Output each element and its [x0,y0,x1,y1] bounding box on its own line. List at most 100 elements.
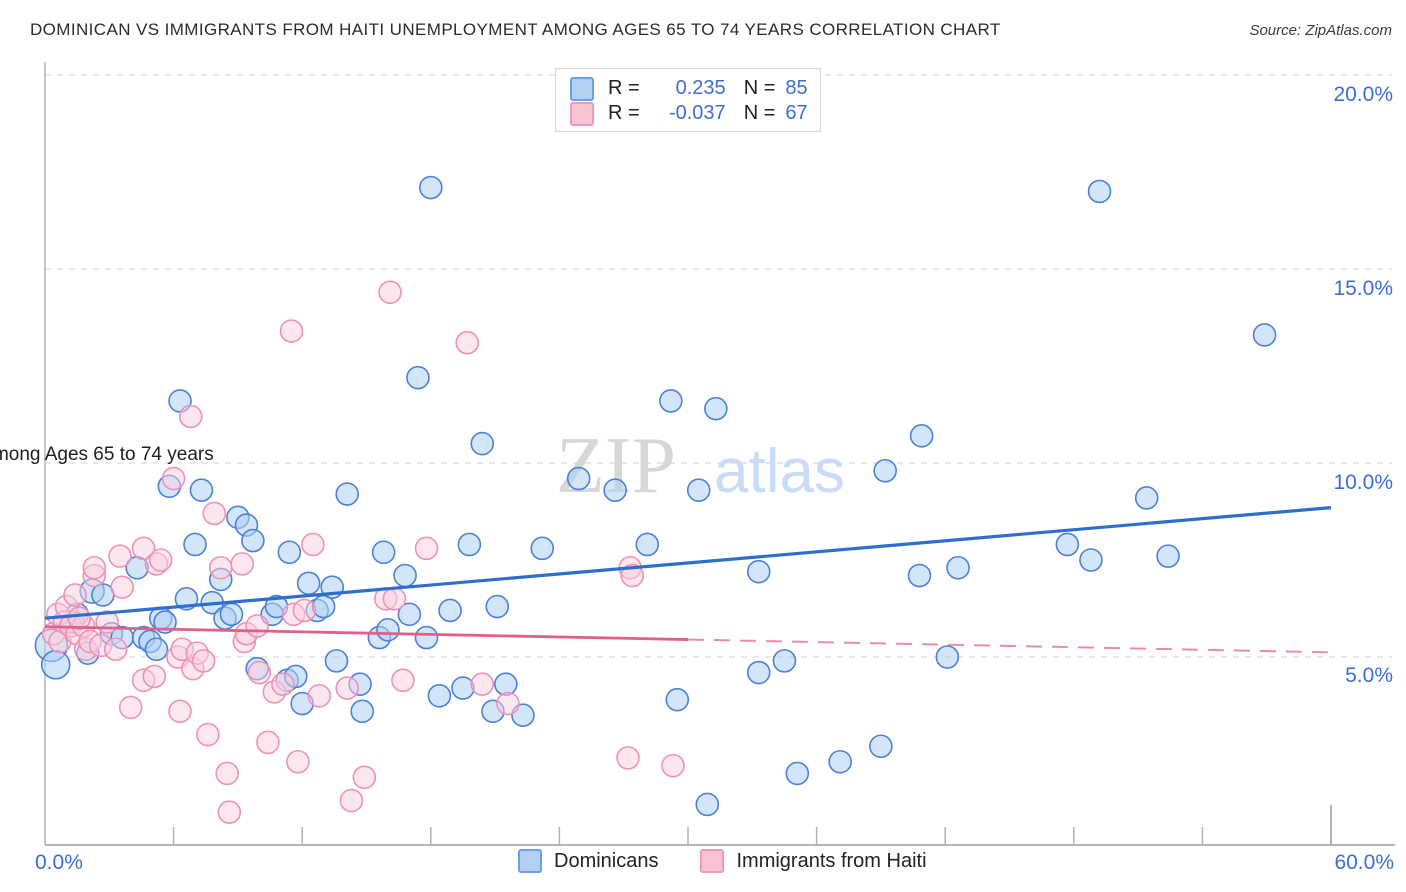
dominicans-legend-swatch [518,849,542,873]
scatter-point-dominicans [470,431,495,456]
trend-line-dominicans [44,506,1332,620]
scatter-point-dominicans [1156,544,1180,568]
scatter-point-dominicans [324,649,349,673]
scatter-point-dominicans [418,175,443,200]
scatter-point-dominicans [772,649,797,673]
scatter-point-haiti [118,695,143,720]
scatter-point-haiti [279,319,304,343]
scatter-point-dominicans [1055,532,1080,557]
scatter-point-dominicans [183,532,207,557]
scatter-point-haiti [620,563,645,588]
scatter-point-haiti [247,660,272,685]
scatter-point-haiti [352,765,377,790]
scatter-point-dominicans [189,478,214,502]
correlation-legend-box: R = 0.235 N = 85 R = -0.037 N = 67 [555,68,821,132]
r-value-dominicans: 0.235 [675,77,726,99]
scatter-point-haiti [455,330,480,355]
scatter-point-haiti [245,614,269,638]
scatter-point-dominicans [665,687,690,712]
scatter-point-dominicans [935,645,960,669]
scatter-point-dominicans [686,478,711,502]
series-legend: Dominicans Immigrants from Haiti [518,849,927,873]
scatter-point-haiti [230,552,254,576]
scatter-point-haiti [378,280,402,305]
scatter-point-dominicans [335,482,360,506]
scatter-point-haiti [148,548,173,572]
trend-line-haiti [44,625,689,641]
scatter-point-dominicans [485,594,510,619]
haiti-swatch [570,101,594,126]
scatter-point-haiti [103,637,128,662]
scatter-point-haiti [470,672,495,696]
scatter-point-dominicans [746,660,771,685]
scatter-point-dominicans [371,540,396,565]
scatter-point-dominicans [530,536,555,561]
scatter-point-dominicans [603,478,627,502]
scatter-point-dominicans [704,396,728,421]
scatter-point-haiti [496,691,520,716]
scatter-point-dominicans [296,571,321,596]
scatter-point-dominicans [241,528,265,553]
scatter-point-haiti [217,800,242,825]
scatter-point-haiti [271,672,295,696]
scatter-point-dominicans [414,625,439,650]
scatter-point-haiti [178,404,203,429]
scatter-point-dominicans [635,532,660,557]
scatter-point-dominicans [457,532,482,557]
r-label: R = [608,102,640,124]
scatter-point-haiti [108,544,132,568]
scatter-point-haiti [391,668,415,693]
scatter-point-haiti [286,749,310,774]
scatter-point-dominicans [695,792,720,817]
n-label: N = [743,102,776,124]
scatter-point-haiti [382,586,407,611]
scatter-point-dominicans [907,563,932,588]
scatter-point-haiti [196,722,220,747]
scatter-point-haiti [131,536,156,561]
scatter-point-dominicans [144,637,169,662]
scatter-point-haiti [110,575,134,599]
scatter-point-dominicans [828,749,852,774]
scatter-point-haiti [661,753,685,778]
scatter-point-haiti [301,532,325,557]
scatter-point-dominicans [946,555,970,580]
scatter-point-dominicans [376,618,400,642]
scatter-point-dominicans [873,458,897,483]
scatter-point-haiti [215,761,239,786]
n-value-haiti: 67 [785,102,808,124]
scatter-point-dominicans [909,424,934,448]
scatter-point-dominicans [427,683,452,708]
scatter-point-dominicans [1087,179,1112,204]
scatter-point-dominicans [438,598,462,623]
chart-title: DOMINICAN VS IMMIGRANTS FROM HAITI UNEMP… [30,20,1001,39]
scatter-point-dominicans [1252,323,1277,347]
x-axis-min-label: 0.0% [35,851,83,874]
scatter-point-haiti [82,555,107,580]
scatter-point-haiti [208,555,233,580]
scatter-point-haiti [307,683,332,708]
scatter-point-dominicans [1134,486,1159,510]
scatter-point-dominicans [153,610,177,634]
scatter-point-dominicans [406,365,430,390]
scatter-point-dominicans [1079,548,1103,572]
scatter-point-haiti [161,466,186,491]
x-axis-max-label: 60.0% [1334,851,1394,874]
scatter-point-dominicans [393,563,417,588]
y-tick-5: 5.0% [1345,664,1393,687]
scatter-point-haiti [616,746,640,770]
scatter-point-haiti [142,664,167,689]
scatter-point-haiti [335,676,360,700]
scatter-point-haiti [168,699,192,724]
haiti-legend-label: Immigrants from Haiti [736,849,927,872]
scatter-point-dominicans [566,466,591,491]
scatter-point-dominicans [869,734,893,759]
scatter-point-dominicans [277,540,302,565]
scatter-point-dominicans [494,672,518,696]
scatter-point-dominicans [40,649,71,680]
r-label: R = [608,77,640,99]
scatter-point-haiti [63,583,87,607]
n-value-dominicans: 85 [785,77,808,99]
y-tick-15: 15.0% [1333,277,1393,300]
